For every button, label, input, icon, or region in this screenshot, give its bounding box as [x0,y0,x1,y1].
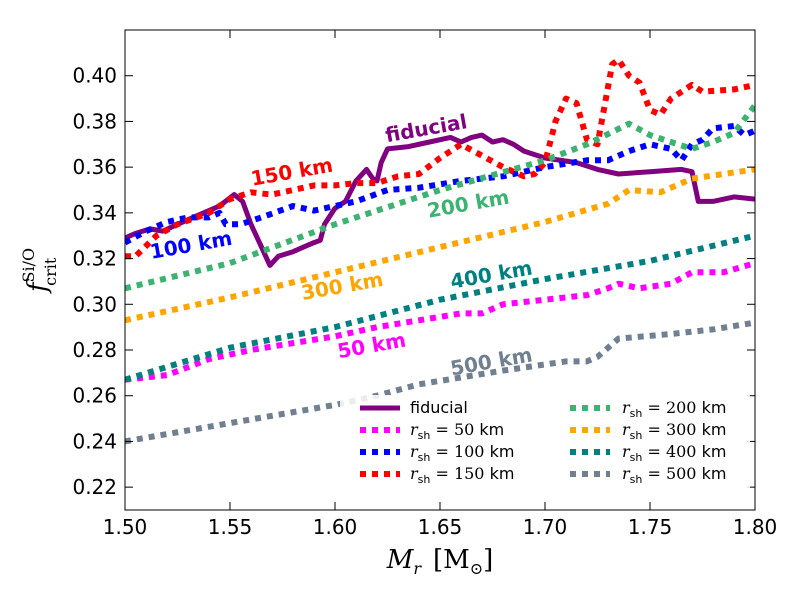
y-tick-label: 0.34 [72,201,117,225]
x-axis-label-unit-sub: ⊙ [470,559,483,578]
y-tick-label: 0.24 [72,429,117,453]
series-line-rsh-500 [125,319,755,445]
legend-label-fiducial: fiducial [410,398,468,417]
x-tick-label: 1.50 [103,515,148,539]
legend-label-rsh-300: rsh = 300 km [622,420,726,442]
y-tick-label: 0.30 [72,292,117,316]
x-tick-label: 1.80 [733,515,778,539]
legend-label-rsh-150: rsh = 150 km [410,464,514,486]
series-line-rsh-50 [125,260,755,383]
legend-label-rsh-200: rsh = 200 km [622,398,726,420]
x-axis-label: Mr [M⊙] [386,545,494,578]
x-tick-label: 1.55 [208,515,253,539]
series-layer [125,56,755,445]
series-line-fiducial [125,132,755,268]
y-tick-label: 0.22 [72,475,117,499]
series-line-rsh-150 [125,56,755,260]
legend-label-rsh-100: rsh = 100 km [410,442,514,464]
legend-background [340,395,750,495]
y-axis-label-sub: crit [41,257,60,286]
series-line-rsh-200 [125,103,755,292]
x-tick-label: 1.60 [313,515,358,539]
y-tick-label: 0.40 [72,64,117,88]
y-tick-label: 0.32 [72,247,117,271]
y-tick-label: 0.36 [72,155,117,179]
legend-label-rsh-400: rsh = 400 km [622,442,726,464]
series-line-rsh-400 [125,232,755,383]
legend-label-rsh-50: rsh = 50 km [410,420,504,442]
y-tick-label: 0.28 [72,338,117,362]
x-axis-label-unit-close: ] [483,545,493,575]
x-tick-label: 1.70 [523,515,568,539]
x-axis-label-sub: r [413,559,422,578]
x-axis-label-unit: [M [433,545,470,575]
y-tick-label: 0.26 [72,384,117,408]
x-tick-label: 1.75 [628,515,673,539]
x-axis-label-main: M [386,545,415,575]
legend-label-rsh-500: rsh = 500 km [622,464,726,486]
y-axis-label: fSi/O crit [19,248,60,294]
y-axis-label-sup: Si/O [19,248,38,283]
tick-layer: 1.50 1.55 1.60 1.65 1.70 1.75 1.80 0.22 0.24 0.26… [72,30,777,539]
y-tick-label: 0.38 [72,109,117,133]
series-line-rsh-100 [125,123,755,246]
series-line-rsh-300 [125,166,755,324]
x-tick-label: 1.65 [418,515,463,539]
